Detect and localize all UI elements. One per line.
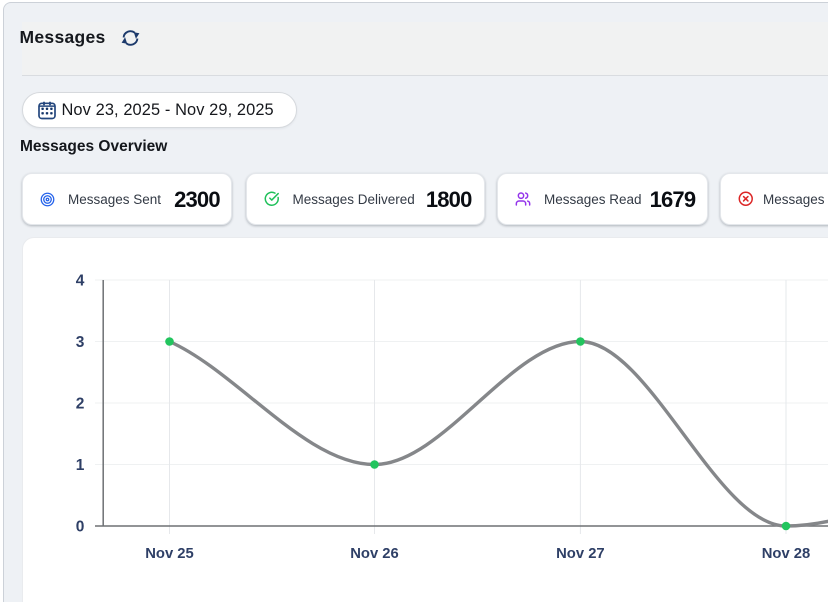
svg-text:Nov 26: Nov 26 — [350, 546, 399, 562]
svg-text:Nov 28: Nov 28 — [762, 546, 811, 562]
svg-text:Nov 27: Nov 27 — [556, 546, 605, 562]
svg-text:0: 0 — [76, 519, 85, 536]
svg-text:4: 4 — [76, 273, 85, 290]
svg-text:1: 1 — [76, 457, 85, 474]
svg-text:2: 2 — [76, 396, 85, 413]
svg-text:Nov 25: Nov 25 — [145, 546, 194, 562]
svg-text:3: 3 — [76, 334, 85, 351]
